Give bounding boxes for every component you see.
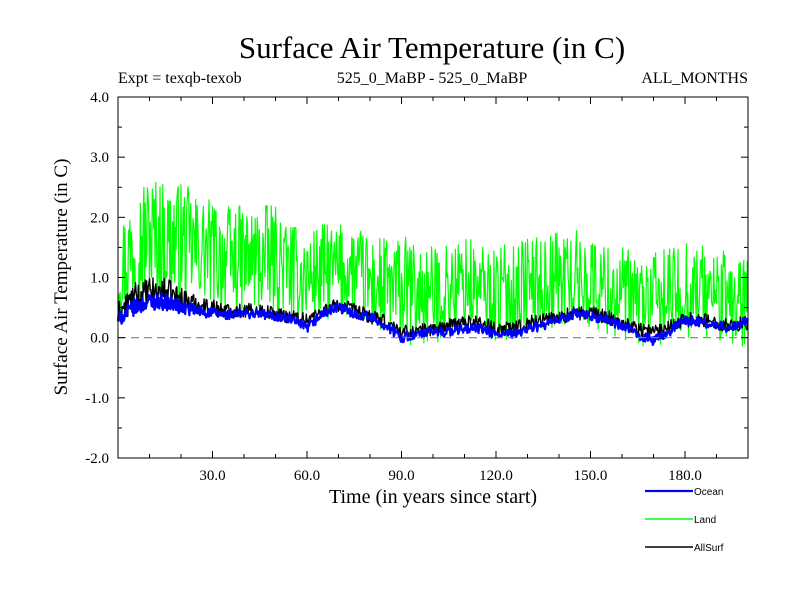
series-allsurf-line (117, 277, 749, 340)
y-tick-label: 2.0 (90, 210, 109, 226)
ticks-layer: 30.0 60.0 90.0 120.0 150.0 180.0 -2.0 -1.0 0.0 1.… (85, 90, 748, 484)
y-tick-label: 1.0 (90, 271, 109, 287)
legend: Ocean Land AllSurf (645, 487, 724, 554)
legend-label-allsurf: AllSurf (694, 543, 724, 554)
series-land-line (117, 181, 749, 347)
y-axis-label: Surface Air Temperature (in C) (51, 159, 72, 396)
x-tick-label: 180.0 (668, 468, 702, 484)
series-layer (116, 181, 749, 347)
x-tick-label: 30.0 (199, 468, 225, 484)
legend-label-ocean: Ocean (694, 487, 723, 498)
x-tick-label: 120.0 (479, 468, 513, 484)
chart-title: Surface Air Temperature (in C) (239, 30, 625, 65)
y-tick-label: 4.0 (90, 90, 109, 106)
series-ocean-line (116, 292, 749, 347)
y-tick-label: -2.0 (85, 451, 109, 467)
months-label: ALL_MONTHS (641, 70, 748, 87)
y-tick-label: 0.0 (90, 331, 109, 347)
period-label: 525_0_MaBP - 525_0_MaBP (337, 70, 528, 87)
x-tick-label: 60.0 (294, 468, 320, 484)
legend-label-land: Land (694, 515, 716, 526)
y-tick-label: 3.0 (90, 150, 109, 166)
x-tick-label: 150.0 (574, 468, 608, 484)
x-axis-label: Time (in years since start) (329, 486, 537, 508)
x-tick-label: 90.0 (388, 468, 414, 484)
experiment-label: Expt = texqb-texob (118, 70, 242, 87)
y-tick-label: -1.0 (85, 391, 109, 407)
